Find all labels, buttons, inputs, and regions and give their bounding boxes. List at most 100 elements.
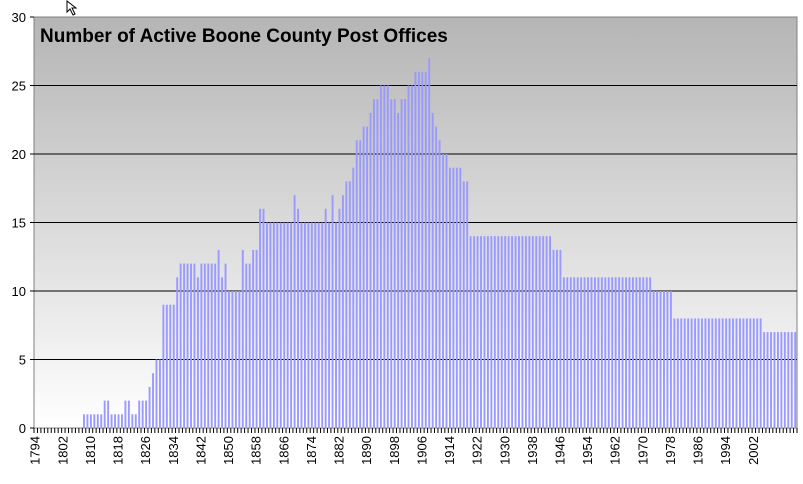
bar	[293, 195, 296, 428]
bar	[569, 277, 572, 428]
bar	[652, 291, 655, 428]
bar	[214, 263, 217, 428]
bar	[141, 400, 144, 428]
bar	[614, 277, 617, 428]
bar	[597, 277, 600, 428]
bar	[514, 236, 517, 428]
bar	[386, 85, 389, 428]
bar	[221, 277, 224, 428]
bar	[718, 318, 721, 428]
bar	[127, 400, 130, 428]
bar	[245, 263, 248, 428]
bar	[559, 249, 562, 428]
bar	[690, 318, 693, 428]
bar	[490, 236, 493, 428]
bar	[452, 167, 455, 428]
bar	[783, 332, 786, 428]
x-tick-label: 1810	[83, 436, 98, 465]
bar	[93, 414, 96, 428]
bar	[683, 318, 686, 428]
bar	[376, 99, 379, 428]
bar	[148, 386, 151, 428]
bar	[680, 318, 683, 428]
bar	[417, 71, 420, 429]
bar	[669, 291, 672, 428]
bar	[335, 222, 337, 428]
bar	[787, 332, 790, 428]
bar	[355, 140, 358, 429]
x-tick-label: 1818	[111, 436, 126, 465]
y-tick-label: 10	[12, 284, 26, 299]
bar	[373, 99, 375, 428]
y-tick-label: 0	[19, 421, 26, 436]
bar	[756, 318, 759, 428]
bar	[224, 263, 227, 428]
bar	[421, 71, 424, 429]
x-tick-label: 1850	[221, 436, 236, 465]
bar	[238, 291, 241, 428]
bar	[283, 222, 286, 428]
chart-title: Number of Active Boone County Post Offic…	[40, 26, 448, 47]
bar	[455, 167, 458, 428]
bar	[203, 263, 206, 428]
bar	[497, 236, 500, 428]
bar	[172, 304, 175, 428]
bar	[466, 181, 469, 428]
bar	[103, 400, 106, 428]
bar	[752, 318, 755, 428]
x-tick-label: 1930	[497, 436, 512, 465]
bar	[645, 277, 648, 428]
x-tick-label: 1994	[718, 436, 733, 465]
y-tick-label: 25	[12, 79, 26, 94]
bar	[114, 414, 116, 428]
bar	[728, 318, 731, 428]
bar	[770, 332, 772, 428]
bar	[587, 277, 589, 428]
x-tick-label: 1898	[387, 436, 402, 465]
bar	[259, 208, 261, 428]
bar	[742, 318, 745, 428]
bar	[573, 277, 576, 428]
bar	[231, 291, 234, 428]
bar	[545, 236, 548, 428]
bar	[379, 85, 382, 428]
bar	[649, 277, 652, 428]
bar	[241, 249, 244, 428]
x-tick-label: 1970	[635, 436, 650, 465]
bar	[511, 236, 514, 428]
bar	[393, 99, 396, 428]
bar	[628, 277, 631, 428]
bar	[745, 318, 748, 428]
bar	[183, 263, 186, 428]
bar	[165, 304, 168, 428]
bar	[766, 332, 769, 428]
bar	[707, 318, 710, 428]
bar	[411, 85, 413, 428]
bar	[576, 277, 579, 428]
bar	[145, 400, 148, 428]
bar	[635, 277, 638, 428]
bar	[328, 222, 331, 428]
y-tick-label: 15	[12, 216, 26, 231]
bar	[580, 277, 583, 428]
bar	[217, 249, 220, 428]
x-tick-label: 1890	[359, 436, 374, 465]
bar	[448, 167, 451, 428]
bar	[673, 318, 676, 428]
bar	[414, 71, 417, 429]
bar	[200, 263, 203, 428]
bar	[552, 249, 555, 428]
x-tick-label: 1874	[304, 436, 319, 465]
bar	[324, 208, 327, 428]
bar	[110, 414, 113, 428]
bar	[642, 277, 645, 428]
bar	[228, 291, 230, 428]
x-tick-label: 1866	[276, 436, 291, 465]
bar	[694, 318, 697, 428]
bar	[400, 99, 403, 428]
bar	[290, 222, 293, 428]
bar	[663, 291, 665, 428]
x-tick-label: 1938	[525, 436, 540, 465]
bar	[462, 181, 465, 428]
